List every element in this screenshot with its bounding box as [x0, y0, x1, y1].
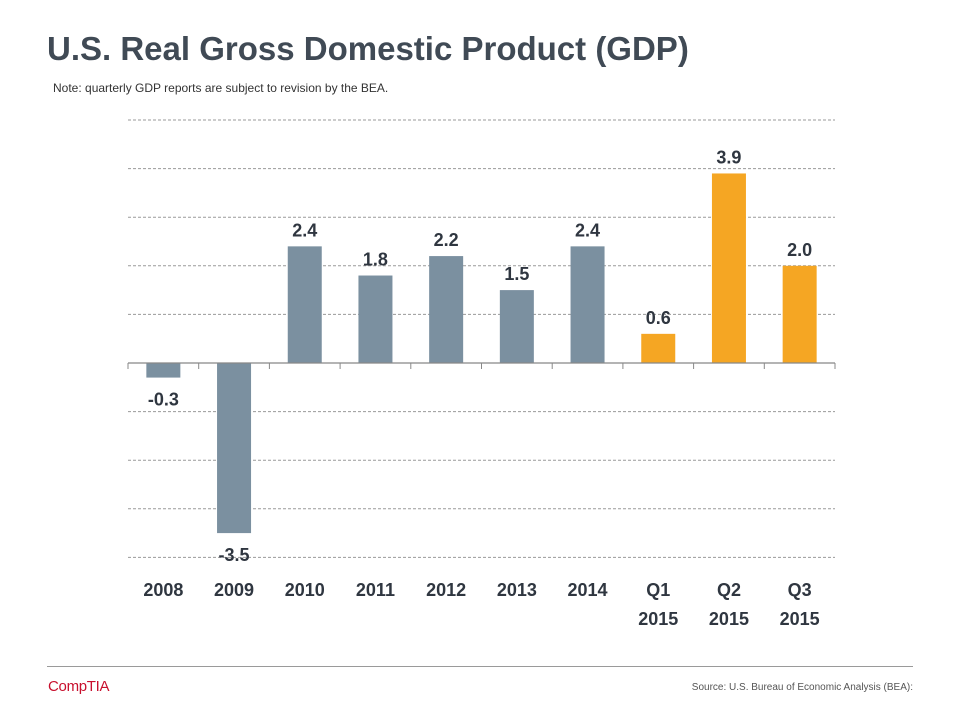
bar: [782, 265, 817, 363]
bar: [287, 246, 322, 363]
category-label: Q3: [788, 580, 812, 600]
data-label: 2.0: [787, 240, 812, 260]
category-label: 2010: [285, 580, 325, 600]
bar: [711, 173, 746, 363]
category-label: 2015: [709, 609, 749, 629]
page-title: U.S. Real Gross Domestic Product (GDP): [47, 30, 689, 67]
bar: [641, 333, 676, 363]
category-label: Q2: [717, 580, 741, 600]
category-label: Q1: [646, 580, 670, 600]
category-label: 2015: [638, 609, 678, 629]
category-label: 2011: [356, 580, 395, 600]
bar: [570, 246, 605, 363]
source-citation: Source: U.S. Bureau of Economic Analysis…: [691, 682, 913, 693]
bar: [358, 275, 393, 363]
category-label: 2008: [143, 580, 183, 600]
revision-note: Note: quarterly GDP reports are subject …: [53, 81, 389, 95]
comptia-logo: CompTIA: [48, 678, 110, 695]
gdp-bar-chart: -0.3 -3.5 2.4 1.8 2.2 1.5 2.4 0.6 3.9 2.0 2008 2009…: [127, 119, 836, 629]
data-label: 3.9: [716, 147, 741, 167]
category-label: 2014: [568, 580, 608, 600]
data-label: -0.3: [148, 390, 179, 410]
bar: [146, 363, 181, 378]
data-label: 1.5: [504, 264, 529, 284]
bar: [499, 290, 534, 363]
data-label: 1.8: [363, 250, 388, 270]
category-label: 2015: [780, 609, 820, 629]
bar: [217, 363, 252, 534]
data-label: 2.2: [434, 230, 459, 250]
bar: [429, 256, 464, 363]
category-label: 2009: [214, 580, 254, 600]
data-label: 2.4: [575, 220, 600, 240]
data-label: -3.5: [219, 545, 250, 565]
category-label: 2013: [497, 580, 537, 600]
category-label: 2012: [426, 580, 466, 600]
data-label: 0.6: [646, 308, 671, 328]
footer-divider: [47, 666, 913, 667]
data-label: 2.4: [292, 220, 317, 240]
